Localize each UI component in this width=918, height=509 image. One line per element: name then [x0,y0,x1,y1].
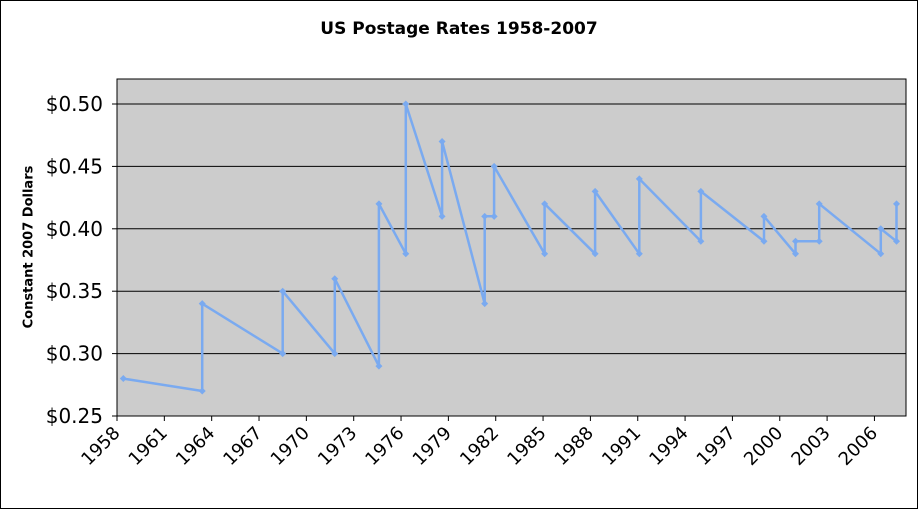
y-tick-label: $0.40 [46,217,103,241]
plot-area [116,78,907,417]
data-point [375,200,383,208]
x-tick-label: 1973 [314,423,361,470]
chart-title: US Postage Rates 1958-2007 [320,19,598,39]
data-point [760,212,768,220]
data-point [375,362,383,370]
data-point [697,237,705,245]
data-point [481,300,489,308]
y-tick-label: $0.45 [46,154,103,178]
x-tick-label: 1967 [219,423,266,470]
y-axis-ticks: $0.25 $0.30 $0.35 $0.40 $0.45 $0.50 [46,92,117,428]
data-point [591,187,599,195]
data-point [893,237,901,245]
x-tick-label: 1994 [645,423,692,470]
data-point [697,187,705,195]
data-point [198,387,206,395]
data-point [541,200,549,208]
data-point [402,250,410,258]
x-tick-label: 1979 [409,423,456,470]
data-point [402,100,410,108]
data-point [279,350,287,358]
data-point [481,212,489,220]
x-tick-label: 1976 [361,423,408,470]
data-point [490,212,498,220]
data-point [490,162,498,170]
data-point [877,250,885,258]
data-point [331,275,339,283]
x-tick-label: 1988 [551,423,598,470]
x-tick-label: 1982 [456,423,503,470]
x-axis-ticks: 1958 1961 1964 1967 1970 1973 1976 1979 1982 1985… [77,416,882,470]
x-tick-label: 2006 [835,423,882,470]
data-point [792,250,800,258]
data-point [541,250,549,258]
data-point [438,212,446,220]
data-point [635,250,643,258]
x-tick-label: 1997 [693,423,740,470]
y-tick-label: $0.30 [46,342,103,366]
y-tick-label: $0.50 [46,92,103,116]
data-point [279,287,287,295]
x-tick-label: 2003 [787,423,834,470]
data-point [760,237,768,245]
data-point [815,200,823,208]
x-tick-label: 1991 [598,423,645,470]
x-tick-label: 2000 [740,423,787,470]
x-tick-label: 1970 [267,423,314,470]
data-point [893,200,901,208]
x-tick-label: 1985 [503,423,550,470]
data-point [119,375,127,383]
data-point [591,250,599,258]
x-tick-label: 1958 [77,423,124,470]
y-tick-label: $0.25 [46,404,103,428]
x-tick-label: 1964 [172,423,219,470]
data-point [198,300,206,308]
data-point [438,137,446,145]
series-group [119,100,901,395]
data-point [792,237,800,245]
x-tick-label: 1961 [125,423,172,470]
data-point [877,225,885,233]
data-point [815,237,823,245]
y-tick-label: $0.35 [46,279,103,303]
data-point [635,175,643,183]
data-point [331,350,339,358]
